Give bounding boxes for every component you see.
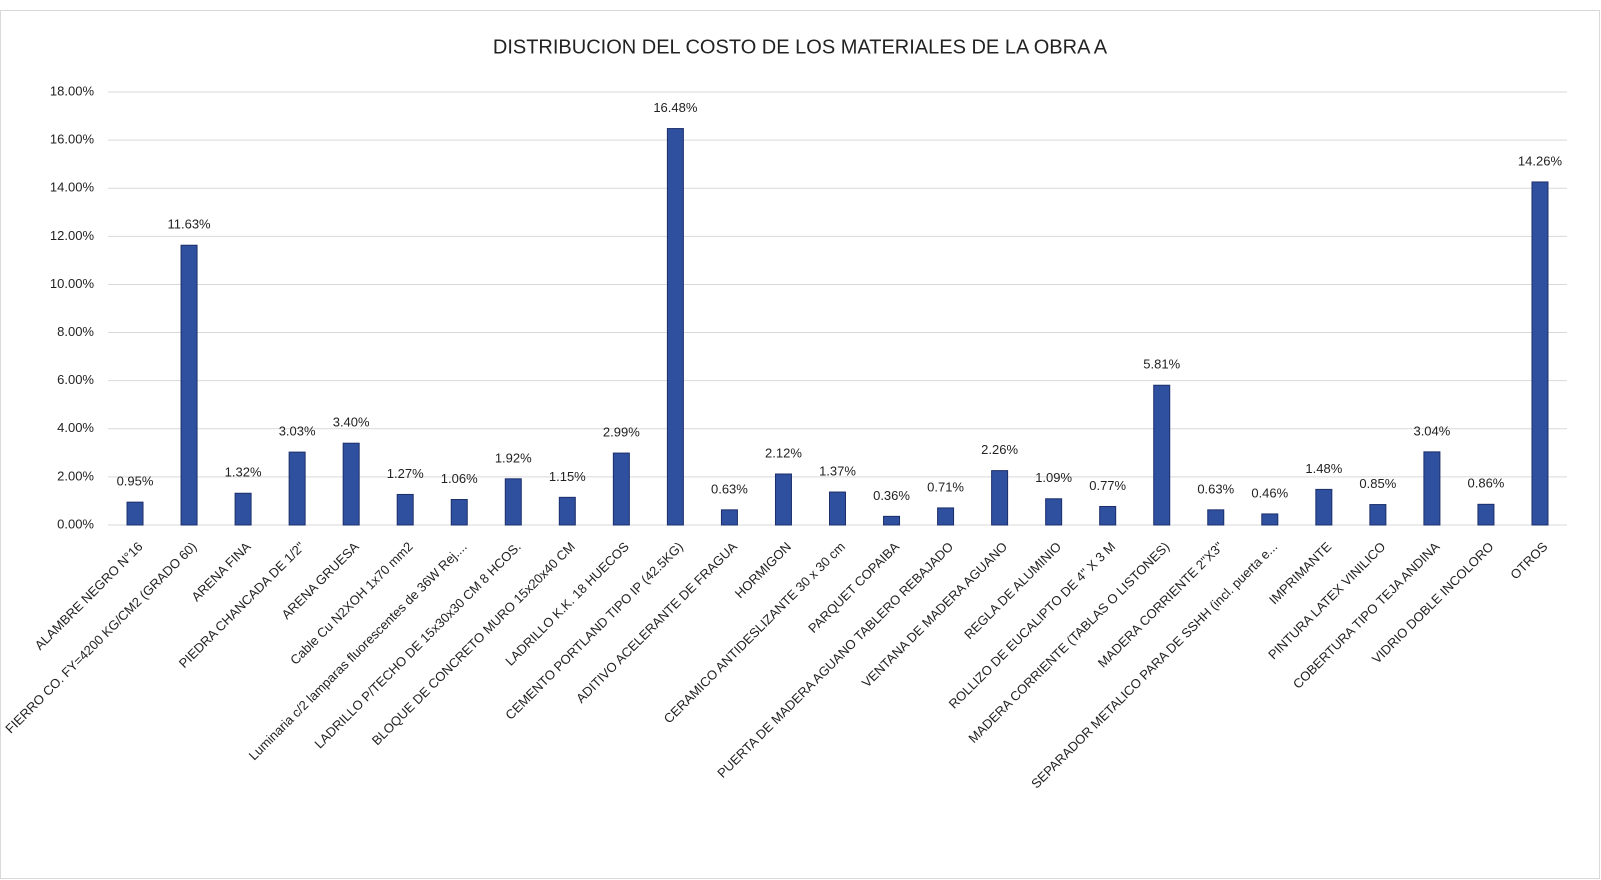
value-label: 1.15% — [549, 469, 586, 484]
y-tick-label: 0.00% — [57, 516, 94, 531]
bar — [342, 442, 360, 526]
value-label: 3.40% — [333, 415, 370, 430]
x-tick-label: FIERRO CO. FY=4200 KG/CM2 (GRADO 60) — [2, 539, 199, 736]
value-label: 1.06% — [441, 471, 478, 486]
bar — [1531, 181, 1549, 526]
y-tick-label: 10.00% — [50, 276, 95, 291]
bar — [829, 491, 846, 526]
value-label: 0.77% — [1089, 478, 1126, 493]
bar — [558, 496, 576, 526]
bar — [720, 509, 738, 526]
value-label: 1.27% — [387, 466, 424, 481]
chart-title: DISTRIBUCION DEL COSTO DE LOS MATERIALES… — [493, 36, 1108, 58]
bar — [396, 493, 414, 526]
bar — [612, 452, 630, 526]
value-label: 2.99% — [603, 425, 640, 440]
y-tick-label: 6.00% — [57, 372, 94, 387]
x-tick-label: REGLA DE ALUMINIO — [961, 539, 1064, 642]
bar — [1045, 498, 1063, 526]
value-label: 1.92% — [495, 450, 532, 465]
chart-border — [0, 10, 1600, 879]
bar — [991, 470, 1009, 526]
x-tick-label: MADERA CORRIENTE (TABLAS O LISTONES) — [965, 539, 1172, 746]
bar — [1369, 504, 1387, 526]
value-label: 1.32% — [225, 465, 262, 480]
value-label: 1.09% — [1035, 470, 1072, 485]
value-label: 0.63% — [711, 481, 748, 496]
bar — [883, 515, 901, 526]
bar — [1153, 384, 1171, 526]
bar — [504, 478, 522, 526]
value-label: 0.46% — [1251, 485, 1288, 500]
bar — [288, 451, 306, 526]
y-tick-label: 8.00% — [57, 324, 94, 339]
y-tick-label: 12.00% — [50, 228, 95, 243]
value-label: 0.95% — [117, 474, 154, 489]
value-label: 14.26% — [1518, 153, 1563, 168]
bar — [126, 501, 144, 526]
value-label: 3.03% — [279, 424, 316, 439]
value-label: 3.04% — [1413, 423, 1450, 438]
y-tick-label: 4.00% — [57, 420, 94, 435]
x-tick-label: SEPARADOR METALICO PARA DE SSHH (incl. p… — [1028, 539, 1280, 791]
value-label: 0.36% — [873, 488, 910, 503]
bar — [937, 507, 955, 526]
bar — [1261, 513, 1279, 526]
y-tick-label: 18.00% — [50, 83, 95, 98]
value-label: 16.48% — [653, 100, 698, 115]
bar — [450, 499, 468, 526]
value-label: 1.37% — [819, 463, 856, 478]
y-tick-label: 16.00% — [50, 132, 95, 147]
value-label: 0.71% — [927, 479, 964, 494]
bar — [180, 244, 198, 526]
x-tick-label: PARQUET COPAIBA — [805, 539, 902, 636]
x-tick-label: OTROS — [1507, 539, 1551, 583]
bar — [1207, 509, 1225, 526]
x-tick-label: BLOQUE DE CONCRETO MURO 15x20x40 CM — [369, 539, 578, 748]
x-tick-label: ALAMBRE NEGRO N°16 — [32, 539, 146, 653]
value-label: 11.63% — [167, 217, 211, 232]
value-label: 1.48% — [1305, 461, 1342, 476]
x-tick-label: LADRILLO P/TECHO DE 15x30x30 CM 8 HCOS. — [311, 539, 523, 751]
value-label: 0.63% — [1197, 481, 1234, 496]
value-label: 2.12% — [765, 445, 802, 460]
bar — [1423, 451, 1441, 526]
bar — [774, 473, 792, 526]
y-tick-label: 14.00% — [50, 180, 95, 195]
bar — [1099, 505, 1117, 526]
bar — [234, 492, 252, 526]
bar — [1477, 503, 1495, 526]
value-label: 0.86% — [1468, 476, 1505, 491]
y-tick-label: 2.00% — [57, 468, 94, 483]
bar — [666, 128, 684, 526]
value-label: 5.81% — [1143, 357, 1180, 372]
value-label: 0.85% — [1359, 476, 1396, 491]
bar — [1315, 488, 1333, 526]
value-label: 2.26% — [981, 442, 1018, 457]
